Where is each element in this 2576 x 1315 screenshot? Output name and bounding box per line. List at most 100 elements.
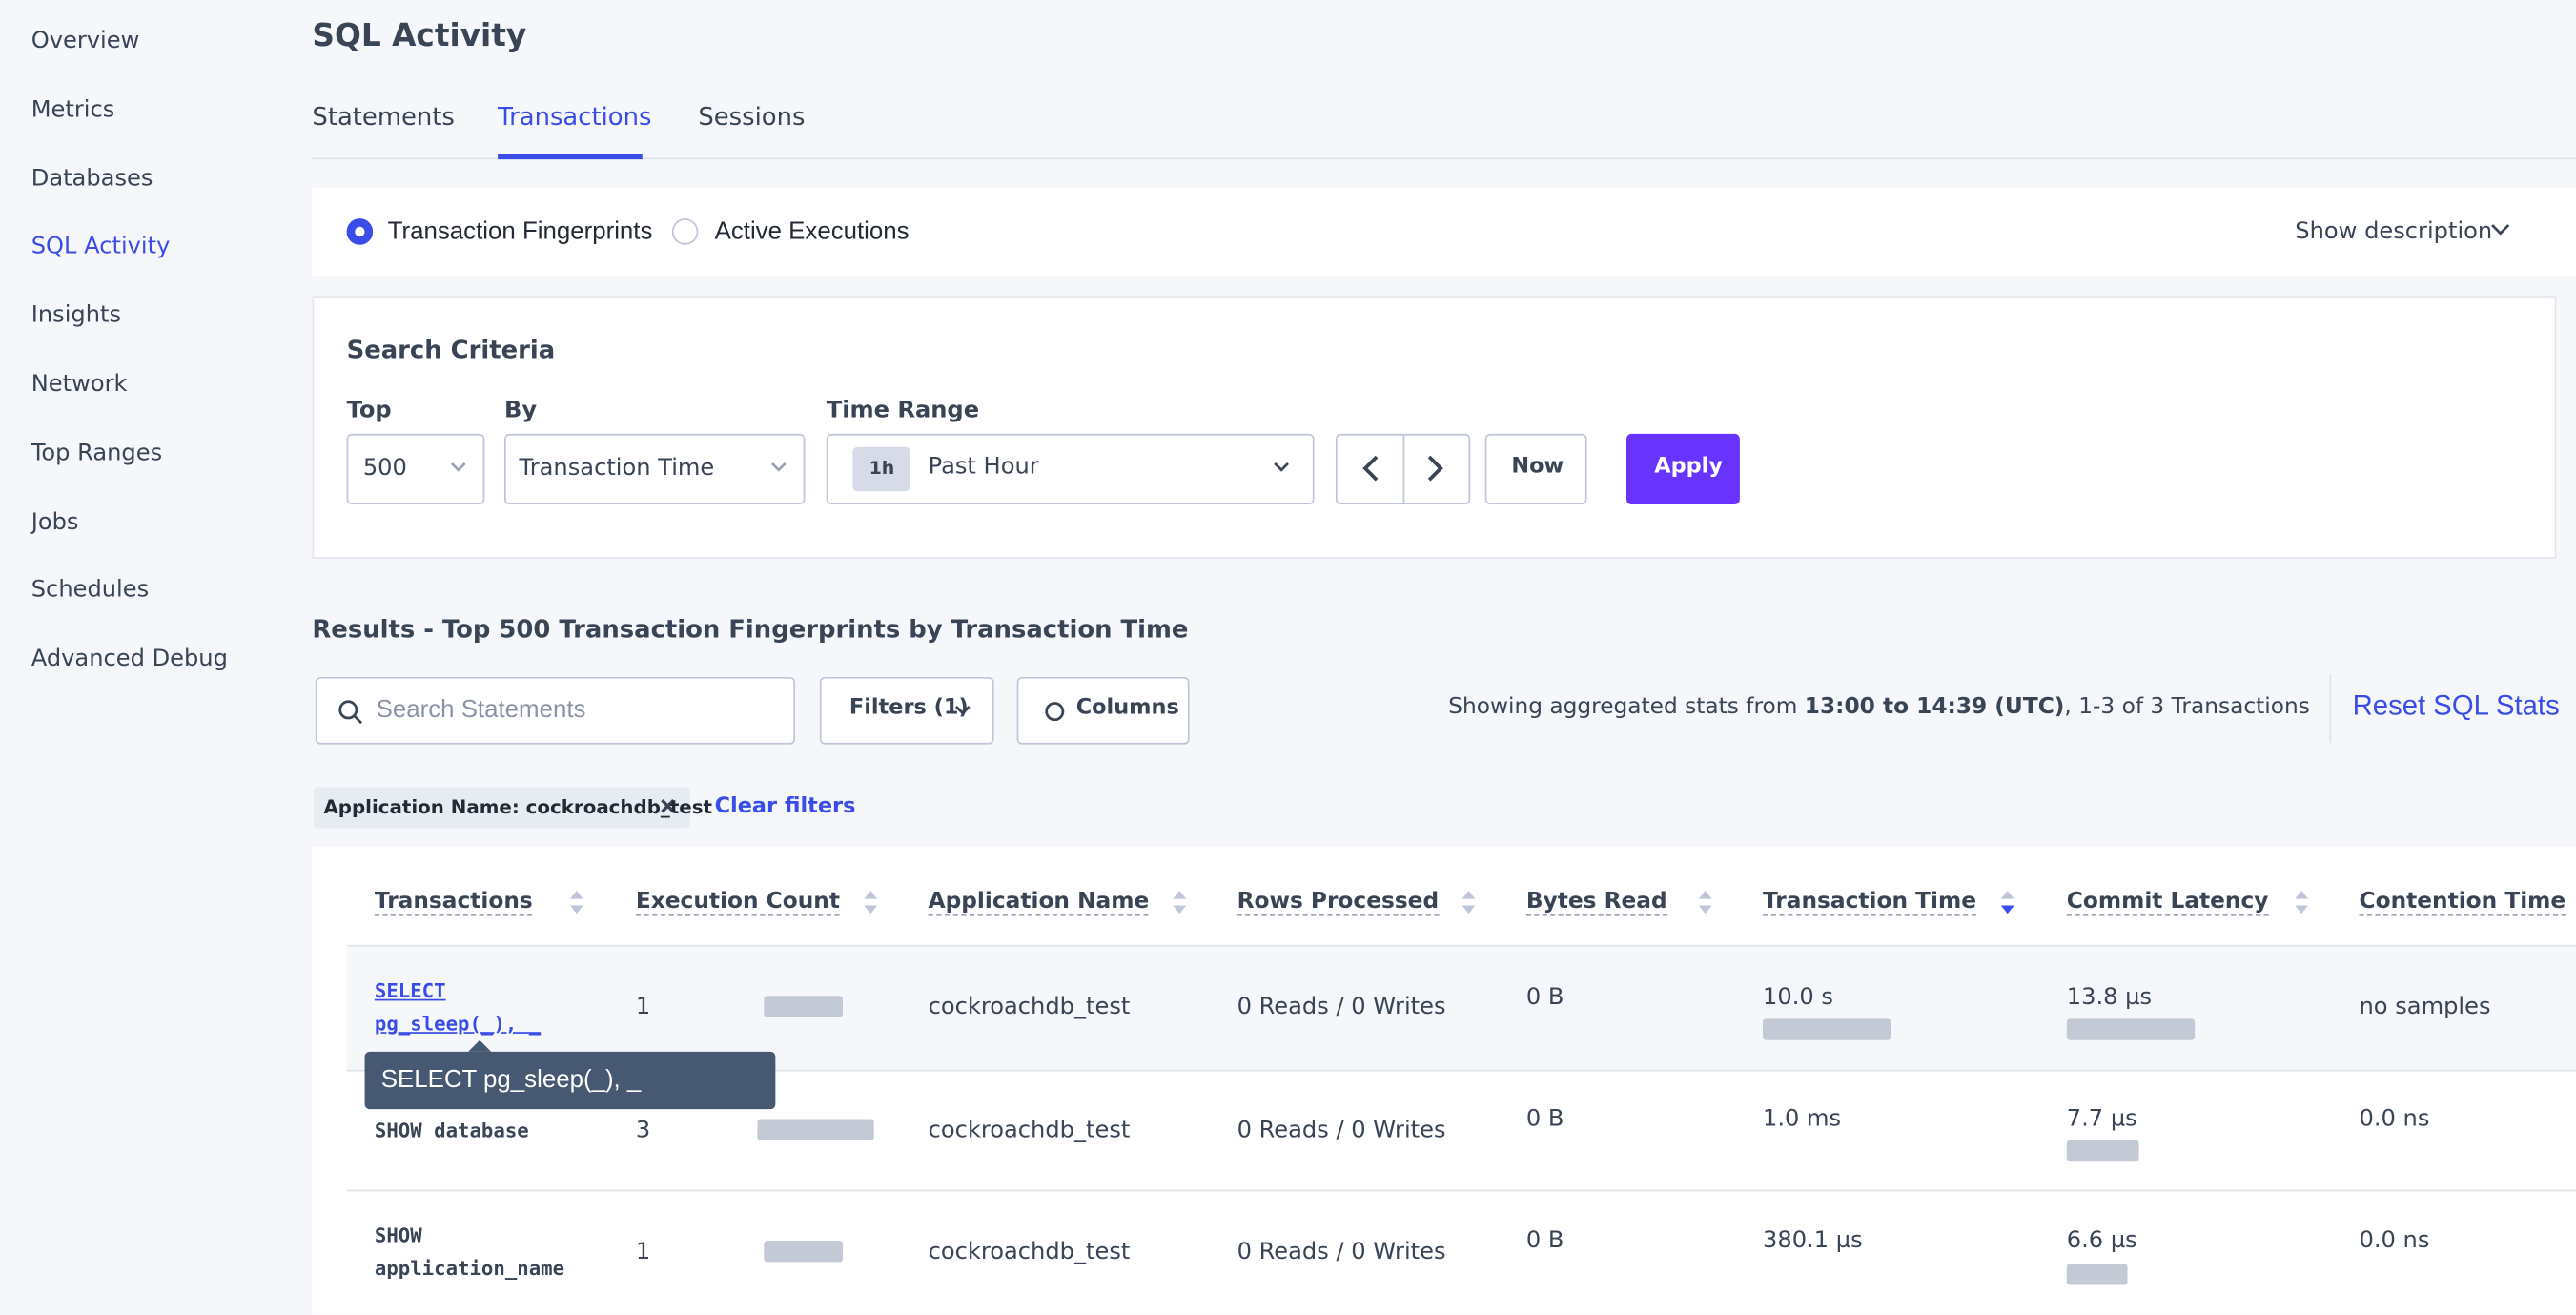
bar [2066,1018,2196,1040]
cell: 0 Reads / 0 Writes [1237,994,1446,1021]
column-header[interactable]: Rows Processed [1237,888,1440,916]
search-panel [312,296,2557,559]
tab[interactable]: Transactions [498,101,652,132]
now-button[interactable] [1484,433,1587,505]
transaction-link[interactable]: SHOW application_name [374,1223,565,1281]
results-title: Results - Top 500 Transaction Fingerprin… [312,614,1189,645]
tab-divider [312,157,2576,160]
cell: cockroachdb_test [928,1117,1131,1144]
column-header[interactable]: Transaction Time [1762,888,1976,916]
nav-item[interactable]: Advanced Debug [31,646,228,673]
show-description[interactable]: Show description [2295,218,2493,245]
cell: 0 B [1525,1227,1564,1254]
nav-item[interactable]: Network [31,371,128,399]
row-divider [346,1189,2576,1192]
nav-item[interactable]: Insights [31,302,122,329]
cell: 0 B [1525,984,1564,1011]
cell: 7.7 µs [2066,1105,2137,1133]
bar [2066,1140,2139,1162]
cell: 13.8 µs [2066,984,2153,1011]
tooltip-arrow [468,1039,492,1052]
search-input[interactable] [315,676,796,745]
cell: 10.0 s [1762,984,1833,1011]
by-select[interactable] [504,433,806,505]
stats-line: Showing aggregated stats from 13:00 to 1… [1448,693,2310,720]
stats-part: Showing aggregated stats from [1448,693,1805,720]
column-header[interactable]: Bytes Read [1525,888,1667,916]
radio[interactable] [671,218,699,245]
apply-label[interactable]: Apply [1654,454,1723,480]
nav-item[interactable]: Jobs [31,508,79,536]
filter-chip [314,787,690,829]
column-header[interactable]: Commit Latency [2066,888,2269,916]
radio-label[interactable]: Transaction Fingerprints [387,217,653,246]
tab[interactable]: Statements [312,101,455,132]
clear-filters[interactable]: Clear filters [714,794,856,820]
bar [764,1241,844,1263]
tooltip-text: SELECT pg_sleep(_), _ [380,1065,642,1094]
reset-link[interactable]: Reset SQL Stats [2352,689,2560,722]
cell: 0.0 ns [2359,1105,2430,1133]
filters-label[interactable]: Filters (1) [848,695,969,721]
cell: cockroachdb_test [928,1239,1131,1265]
bar [1762,1018,1891,1040]
cell: cockroachdb_test [928,994,1131,1021]
top-select[interactable] [346,433,485,505]
column-header[interactable]: Contention Time [2359,888,2566,916]
nav-item[interactable]: Overview [31,28,140,54]
column-header[interactable]: Application Name [928,888,1150,916]
apply-button[interactable] [1625,433,1740,505]
stats-part: , 1-3 of 3 Transactions [2064,693,2310,720]
stats-part: 13:00 to 14:39 (UTC) [1804,693,2065,720]
select-value: Past Hour [928,453,1039,481]
radio-label[interactable]: Active Executions [714,217,910,246]
nav-item[interactable]: SQL Activity [31,234,171,260]
cell: 6.6 µs [2066,1227,2137,1254]
column-header[interactable]: Transactions [374,888,533,916]
nav-divider [1402,433,1405,505]
field-label: Top [346,398,392,424]
cell: 1 [635,994,651,1021]
radio-checked[interactable] [346,218,374,245]
cell: 0 Reads / 0 Writes [1237,1117,1446,1144]
column-header[interactable]: Execution Count [635,888,840,916]
cell: 3 [635,1117,651,1144]
transaction-link[interactable]: SELECT pg_sleep(_), _ [374,979,542,1036]
cell: 380.1 µs [1762,1227,1863,1254]
field-label: Time Range [826,398,980,424]
bar [764,996,844,1017]
tooltip [364,1051,776,1110]
nav-item[interactable]: Metrics [31,96,115,123]
columns-label[interactable]: Columns [1075,695,1179,721]
search-placeholder[interactable]: Search Statements [376,695,586,725]
cell: 0 B [1525,1105,1564,1133]
transaction-link[interactable]: SHOW database [374,1119,529,1142]
row-highlight [346,946,2576,1070]
nav-item[interactable]: Top Ranges [31,440,163,467]
select-value: 500 [362,455,407,482]
time-badge: 1h [869,457,895,480]
page-title: SQL Activity [312,17,527,54]
panel-title: Search Criteria [346,335,556,365]
bar [757,1119,874,1140]
cell: 0 Reads / 0 Writes [1237,1239,1446,1265]
bar [2066,1264,2128,1285]
cell: 0.0 ns [2359,1227,2430,1254]
cell: 1 [635,1239,651,1265]
cell: no samples [2359,994,2491,1021]
divider [2329,673,2332,743]
filter-chip-label: Application Name: cockroachdb_test [323,795,713,819]
nav-item[interactable]: Schedules [31,577,150,605]
now-label[interactable]: Now [1511,454,1564,480]
tab[interactable]: Sessions [698,101,806,132]
time-nav[interactable] [1335,433,1471,505]
row-divider [346,1069,2576,1072]
nav-item[interactable]: Databases [31,165,153,192]
cell: 1.0 ms [1762,1105,1842,1133]
select-value: Transaction Time [519,455,715,482]
time-badge-bg [852,446,910,492]
row-divider [346,944,2576,947]
